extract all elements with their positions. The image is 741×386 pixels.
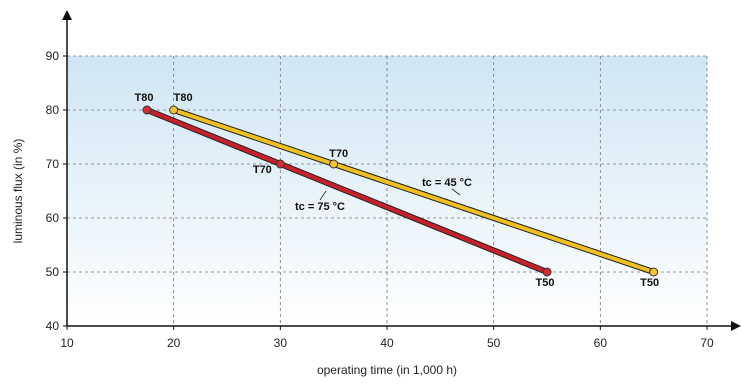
grid (67, 55, 708, 326)
point-label: T50 (536, 277, 555, 289)
axes (62, 10, 741, 331)
x-axis-title: operating time (in 1,000 h) (317, 363, 457, 377)
y-tick-label: 70 (46, 157, 60, 171)
data-point (649, 267, 659, 277)
series-label: tc = 75 °C (295, 201, 345, 213)
point-label: T80 (135, 92, 154, 104)
tick-labels: 10 20 30 40 50 60 70 40 50 60 70 80 90 (46, 49, 714, 350)
data-point (329, 159, 339, 169)
series-label-leader (451, 188, 461, 196)
x-tick-label: 40 (380, 336, 394, 350)
point-label: T50 (640, 277, 659, 289)
series-label-leader (319, 190, 327, 201)
data-point (542, 267, 552, 277)
x-tick-label: 20 (167, 336, 181, 350)
x-axis-arrow (731, 321, 741, 331)
x-tick-label: 30 (274, 336, 288, 350)
y-axis-arrow (62, 10, 72, 20)
data-point (169, 105, 179, 115)
point-label: T80 (174, 92, 193, 104)
x-tick-label: 50 (487, 336, 501, 350)
y-tick-label: 50 (46, 265, 60, 279)
series (142, 105, 659, 277)
x-tick-label: 10 (60, 336, 74, 350)
x-tick-label: 70 (700, 336, 714, 350)
y-tick-label: 80 (46, 103, 60, 117)
x-tick-label: 60 (594, 336, 608, 350)
point-labels: T80 T70 T50 tc = 45 °C T80 T70 T50 tc = 75 °C (135, 92, 660, 289)
point-label: T70 (253, 164, 272, 176)
data-point (275, 159, 285, 169)
series-label: tc = 45 °C (422, 177, 472, 189)
y-tick-label: 90 (46, 49, 60, 63)
y-tick-label: 60 (46, 211, 60, 225)
point-label: T70 (329, 148, 348, 160)
y-axis-title: luminous flux (in %) (11, 139, 25, 244)
y-tick-label: 40 (46, 319, 60, 333)
data-point (142, 105, 152, 115)
